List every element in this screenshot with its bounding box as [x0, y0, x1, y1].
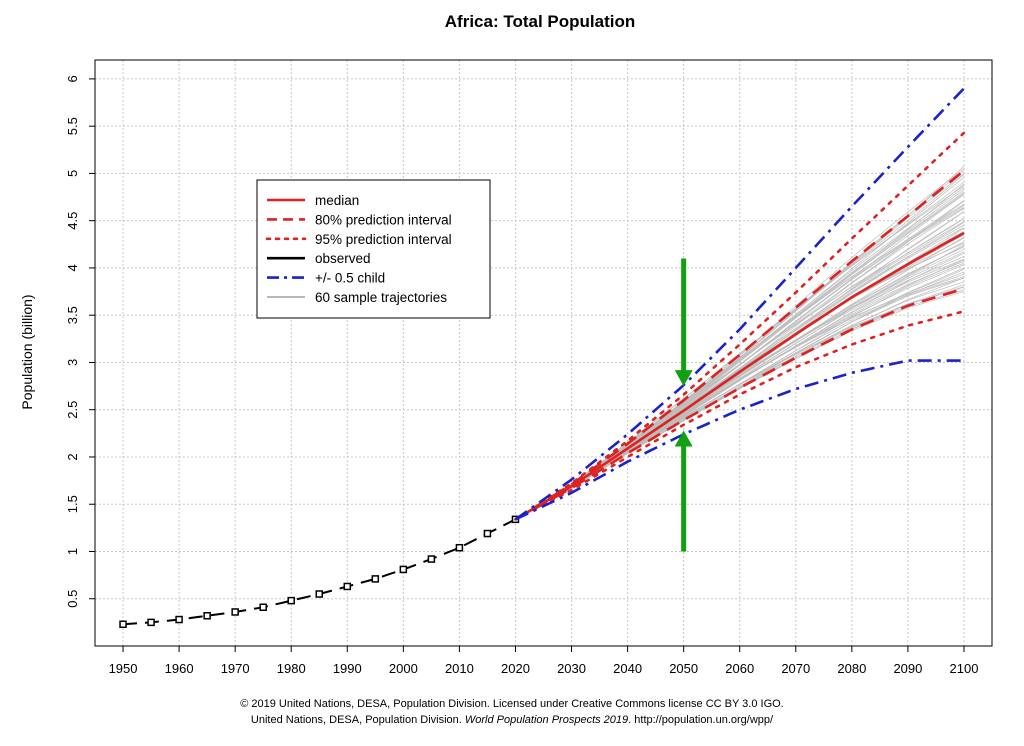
observed-point: [399, 565, 408, 574]
x-tick-label: 2080: [837, 661, 866, 676]
legend-label: median: [315, 193, 359, 208]
observed-point: [455, 543, 464, 552]
legend-label: 80% prediction interval: [315, 212, 452, 227]
x-tick-label: 2050: [669, 661, 698, 676]
x-tick-label: 1990: [333, 661, 362, 676]
series-lower: [514, 359, 964, 521]
observed-line: [122, 518, 516, 626]
observed-point: [483, 529, 492, 538]
credit-line-2: United Nations, DESA, Population Divisio…: [0, 714, 1024, 726]
sample-trajectory: [515, 281, 965, 520]
sample-trajectory: [515, 277, 965, 520]
x-tick-label: 2040: [613, 661, 642, 676]
y-tick-label: 5.5: [65, 117, 80, 135]
legend-label: +/- 0.5 child: [315, 271, 385, 286]
y-axis-label: Population (billion): [19, 294, 35, 409]
green-arrowhead: [674, 430, 693, 447]
population-chart: Africa: Total Population Population (bil…: [19, 12, 993, 676]
sample-trajectory: [515, 271, 965, 520]
x-tick-label: 2090: [893, 661, 922, 676]
observed-point: [175, 615, 183, 624]
series-lower: [514, 310, 966, 521]
series-lower: [514, 287, 965, 521]
x-tick-label: 2010: [445, 661, 474, 676]
x-tick-label: 1960: [165, 661, 194, 676]
y-tick-label: 4.5: [65, 212, 80, 230]
x-tick-label: 2020: [501, 661, 530, 676]
observed-point: [343, 582, 352, 591]
credit-line-1: © 2019 United Nations, DESA, Population …: [240, 698, 784, 710]
grid: [95, 60, 992, 646]
x-tick-label: 1950: [109, 661, 138, 676]
x-tick-label: 1970: [221, 661, 250, 676]
y-tick-label: 1.5: [65, 495, 80, 513]
axis-ticks: 1950 1960 1970 1980 1990 2000 2010 2020 2030 2040…: [65, 75, 978, 676]
credit-suffix: . http://population.un.org/wpp/: [628, 714, 774, 726]
legend-box: [256, 179, 491, 319]
y-tick-label: 0.5: [65, 590, 80, 608]
series-upper: [514, 131, 966, 521]
y-tick-label: 6: [65, 75, 80, 82]
observed-point: [315, 590, 323, 598]
observed-point: [203, 612, 211, 620]
credit-prefix: United Nations, DESA, Population Divisio…: [250, 714, 465, 726]
y-tick-label: 2: [65, 453, 80, 460]
legend-label: 60 sample trajectories: [315, 290, 447, 305]
observed-point: [259, 603, 267, 611]
series-upper: [514, 87, 965, 521]
annotation-arrows: [674, 258, 693, 552]
plot-frame: [94, 59, 993, 647]
observed-point: [427, 555, 436, 563]
series-upper: [514, 169, 965, 521]
y-tick-label: 1: [65, 548, 80, 555]
legend: median 80% prediction interval 95% predict…: [256, 179, 491, 319]
observed-point: [371, 575, 380, 583]
x-tick-label: 2000: [389, 661, 418, 676]
observed-point: [147, 618, 155, 627]
sample-trajectory: [515, 166, 965, 520]
legend-label: 95% prediction interval: [315, 232, 452, 247]
y-tick-label: 5: [65, 170, 80, 177]
x-tick-label: 2070: [781, 661, 810, 676]
median-line: [514, 231, 965, 521]
y-tick-label: 3.5: [65, 306, 80, 324]
x-tick-label: 2030: [557, 661, 586, 676]
x-tick-label: 2060: [725, 661, 754, 676]
sample-trajectory: [515, 174, 965, 520]
green-arrowhead: [674, 370, 693, 387]
series-lines: [119, 87, 966, 629]
chart-title: Africa: Total Population: [445, 12, 635, 31]
y-tick-label: 3: [65, 359, 80, 366]
sample-trajectories: [515, 166, 965, 520]
observed-point: [287, 596, 295, 605]
x-tick-label: 1980: [277, 661, 306, 676]
y-tick-label: 4: [65, 264, 80, 271]
legend-label: observed: [315, 251, 371, 266]
x-tick-label: 2100: [950, 661, 979, 676]
observed-point: [119, 620, 127, 629]
observed-point: [231, 608, 239, 616]
y-tick-label: 2.5: [65, 401, 80, 419]
credit-title: World Population Prospects 2019: [464, 714, 629, 726]
